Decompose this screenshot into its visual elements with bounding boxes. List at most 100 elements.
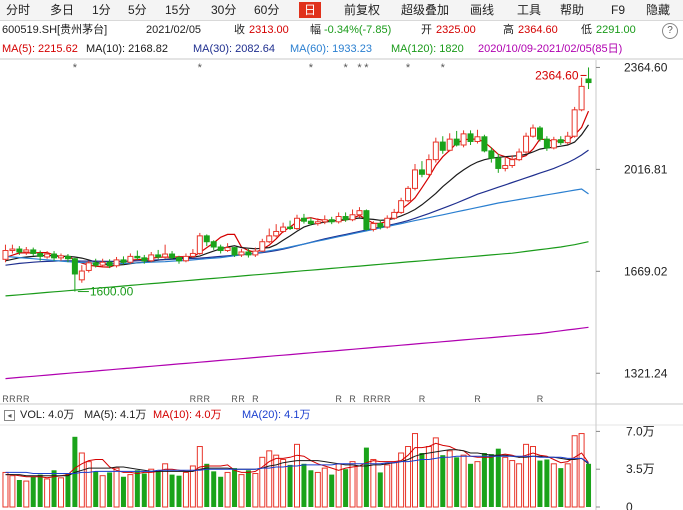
- toolbar-item-5[interactable]: 30分: [211, 3, 237, 17]
- candle-body: [176, 257, 182, 262]
- candle-body: [120, 259, 127, 263]
- price-tick-label: 2016.81: [624, 162, 668, 176]
- toolbar-item-9[interactable]: 超级叠加: [401, 3, 450, 17]
- candle-body: [370, 223, 377, 230]
- candle-body: [502, 165, 509, 169]
- ma-line-4: [5, 241, 589, 297]
- candle-body: [509, 159, 516, 167]
- candle-body: [307, 220, 314, 225]
- toolbar-item-0[interactable]: 分时: [6, 3, 31, 17]
- star-marker: *: [441, 62, 446, 74]
- volume-bar: [65, 473, 71, 507]
- volume-bar: [509, 460, 516, 508]
- toolbar-item-3[interactable]: 5分: [128, 3, 147, 17]
- volume-bar: [189, 465, 196, 508]
- volume-bar: [384, 464, 391, 508]
- candle-body: [245, 251, 252, 256]
- toolbar-item-10[interactable]: 画线: [470, 3, 495, 17]
- star-marker: *: [198, 62, 203, 74]
- candle-body: [44, 253, 51, 258]
- ma60-legend: MA(60): 1933.23: [290, 43, 372, 55]
- volume-bar: [481, 453, 487, 507]
- r-marker: R: [349, 394, 356, 404]
- volume-ma5: MA(5): 4.1万: [84, 409, 147, 421]
- volume-bar: [544, 459, 550, 507]
- toolbar-item-7[interactable]: 日: [299, 2, 322, 18]
- candle-body: [162, 253, 169, 258]
- toolbar-item-13[interactable]: F9: [611, 3, 626, 17]
- volume-ma-line-2: [5, 455, 589, 474]
- high-value: 2364.60: [518, 24, 558, 36]
- collapse-icon[interactable]: ◂: [4, 410, 15, 421]
- candle-body: [418, 169, 425, 175]
- toolbar-item-12[interactable]: 帮助: [560, 3, 585, 17]
- change-value: -0.34%(-7.85): [324, 24, 392, 36]
- r-marker: R: [537, 394, 544, 404]
- candle-body: [113, 259, 120, 267]
- toolbar-item-8[interactable]: 前复权: [344, 3, 381, 17]
- candle-body: [446, 138, 453, 151]
- r-marker: R: [363, 394, 370, 404]
- candle-body: [349, 214, 356, 221]
- candle-body: [252, 250, 259, 256]
- volume-bar: [468, 463, 474, 507]
- volume-bar: [120, 476, 126, 507]
- volume-bar: [23, 480, 30, 508]
- ma30-legend: MA(30): 2082.64: [193, 43, 275, 55]
- toolbar-item-6[interactable]: 60分: [254, 3, 280, 17]
- quote-date: 2021/02/05: [146, 24, 202, 36]
- change-label: 幅: [310, 24, 321, 36]
- question-mark-icon[interactable]: ?: [662, 23, 678, 39]
- volume-bar: [343, 469, 349, 507]
- r-marker: R: [370, 394, 377, 404]
- volume-bar: [99, 475, 106, 508]
- candle-body: [481, 136, 488, 152]
- volume-bar: [398, 452, 405, 508]
- candle-body: [16, 248, 23, 253]
- candle-body: [9, 248, 16, 252]
- star-marker: *: [364, 62, 369, 74]
- volume-bar: [155, 471, 161, 507]
- candle-body: [314, 221, 321, 225]
- candle-body: [321, 219, 328, 223]
- star-marker: *: [343, 62, 348, 74]
- toolbar-item-1[interactable]: 多日: [50, 3, 75, 17]
- volume-bar: [232, 468, 238, 507]
- r-marker: R: [16, 394, 23, 404]
- r-marker: R: [197, 394, 204, 404]
- candle-body: [550, 139, 557, 149]
- candle-body: [571, 109, 578, 137]
- ma-line-0: [5, 110, 590, 268]
- volume-bar: [488, 454, 494, 507]
- volume-bar: [571, 435, 578, 508]
- candle-body: [405, 187, 412, 202]
- volume-tick-label: 0: [626, 500, 633, 510]
- ma120-legend: MA(120): 1820: [391, 43, 464, 55]
- candle-body: [543, 138, 550, 149]
- volume-ma-line-1: [5, 449, 589, 477]
- candle-body: [384, 217, 391, 228]
- volume-bar: [432, 437, 439, 508]
- r-marker: R: [384, 394, 391, 404]
- toolbar-item-4[interactable]: 15分: [165, 3, 191, 17]
- candle-body: [356, 210, 363, 216]
- toolbar-item-2[interactable]: 1分: [92, 3, 111, 17]
- r-marker: R: [474, 394, 481, 404]
- volume-bar: [196, 446, 203, 508]
- candle-body: [523, 135, 530, 153]
- candle-body: [585, 78, 592, 84]
- volume-bar: [314, 471, 321, 508]
- candle-body: [273, 230, 280, 237]
- r-marker: R: [238, 394, 245, 404]
- volume-bar: [516, 463, 523, 508]
- toolbar-item-11[interactable]: 工具: [517, 3, 542, 17]
- volume-bar: [446, 450, 453, 508]
- low-annotation-label: 1600.00: [90, 285, 134, 299]
- volume-bar: [391, 462, 398, 508]
- volume-bar: [176, 475, 182, 507]
- toolbar-item-14[interactable]: 隐藏: [646, 3, 671, 17]
- volume-bar: [162, 463, 169, 508]
- volume-tick-label: 7.0万: [626, 424, 655, 438]
- volume-bar: [30, 476, 36, 507]
- candle-body: [51, 253, 58, 259]
